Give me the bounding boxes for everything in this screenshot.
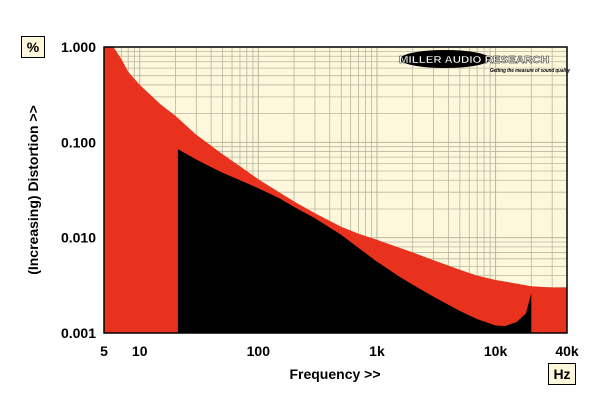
logo-brand-text: MILLER AUDIO RESEARCH	[399, 54, 549, 66]
x-tick-label: 40k	[555, 343, 579, 359]
y-tick-label: 0.001	[61, 325, 96, 341]
y-tick-label: 1.000	[61, 39, 96, 55]
x-tick-label: 100	[247, 343, 271, 359]
black-series-area	[177, 149, 532, 333]
x-axis-title: Frequency >>	[289, 366, 380, 382]
y-tick-label: 0.100	[61, 134, 96, 150]
plot-frame	[103, 46, 568, 334]
x-tick-label: 5	[100, 343, 108, 359]
x-unit-label: Hz	[548, 363, 576, 385]
y-unit-label: %	[21, 36, 45, 58]
logo-tagline: Getting the measure of sound quality	[490, 68, 570, 74]
x-tick-label: 10	[132, 343, 148, 359]
y-axis-title: (Increasing) Distortion >>	[25, 105, 41, 275]
x-tick-label: 1k	[369, 343, 385, 359]
logo-oval	[400, 50, 490, 68]
y-tick-label: 0.010	[61, 230, 96, 246]
miller-audio-research-logo: MILLER AUDIO RESEARCH Getting the measure…	[399, 50, 570, 74]
x-tick-label: 10k	[484, 343, 508, 359]
